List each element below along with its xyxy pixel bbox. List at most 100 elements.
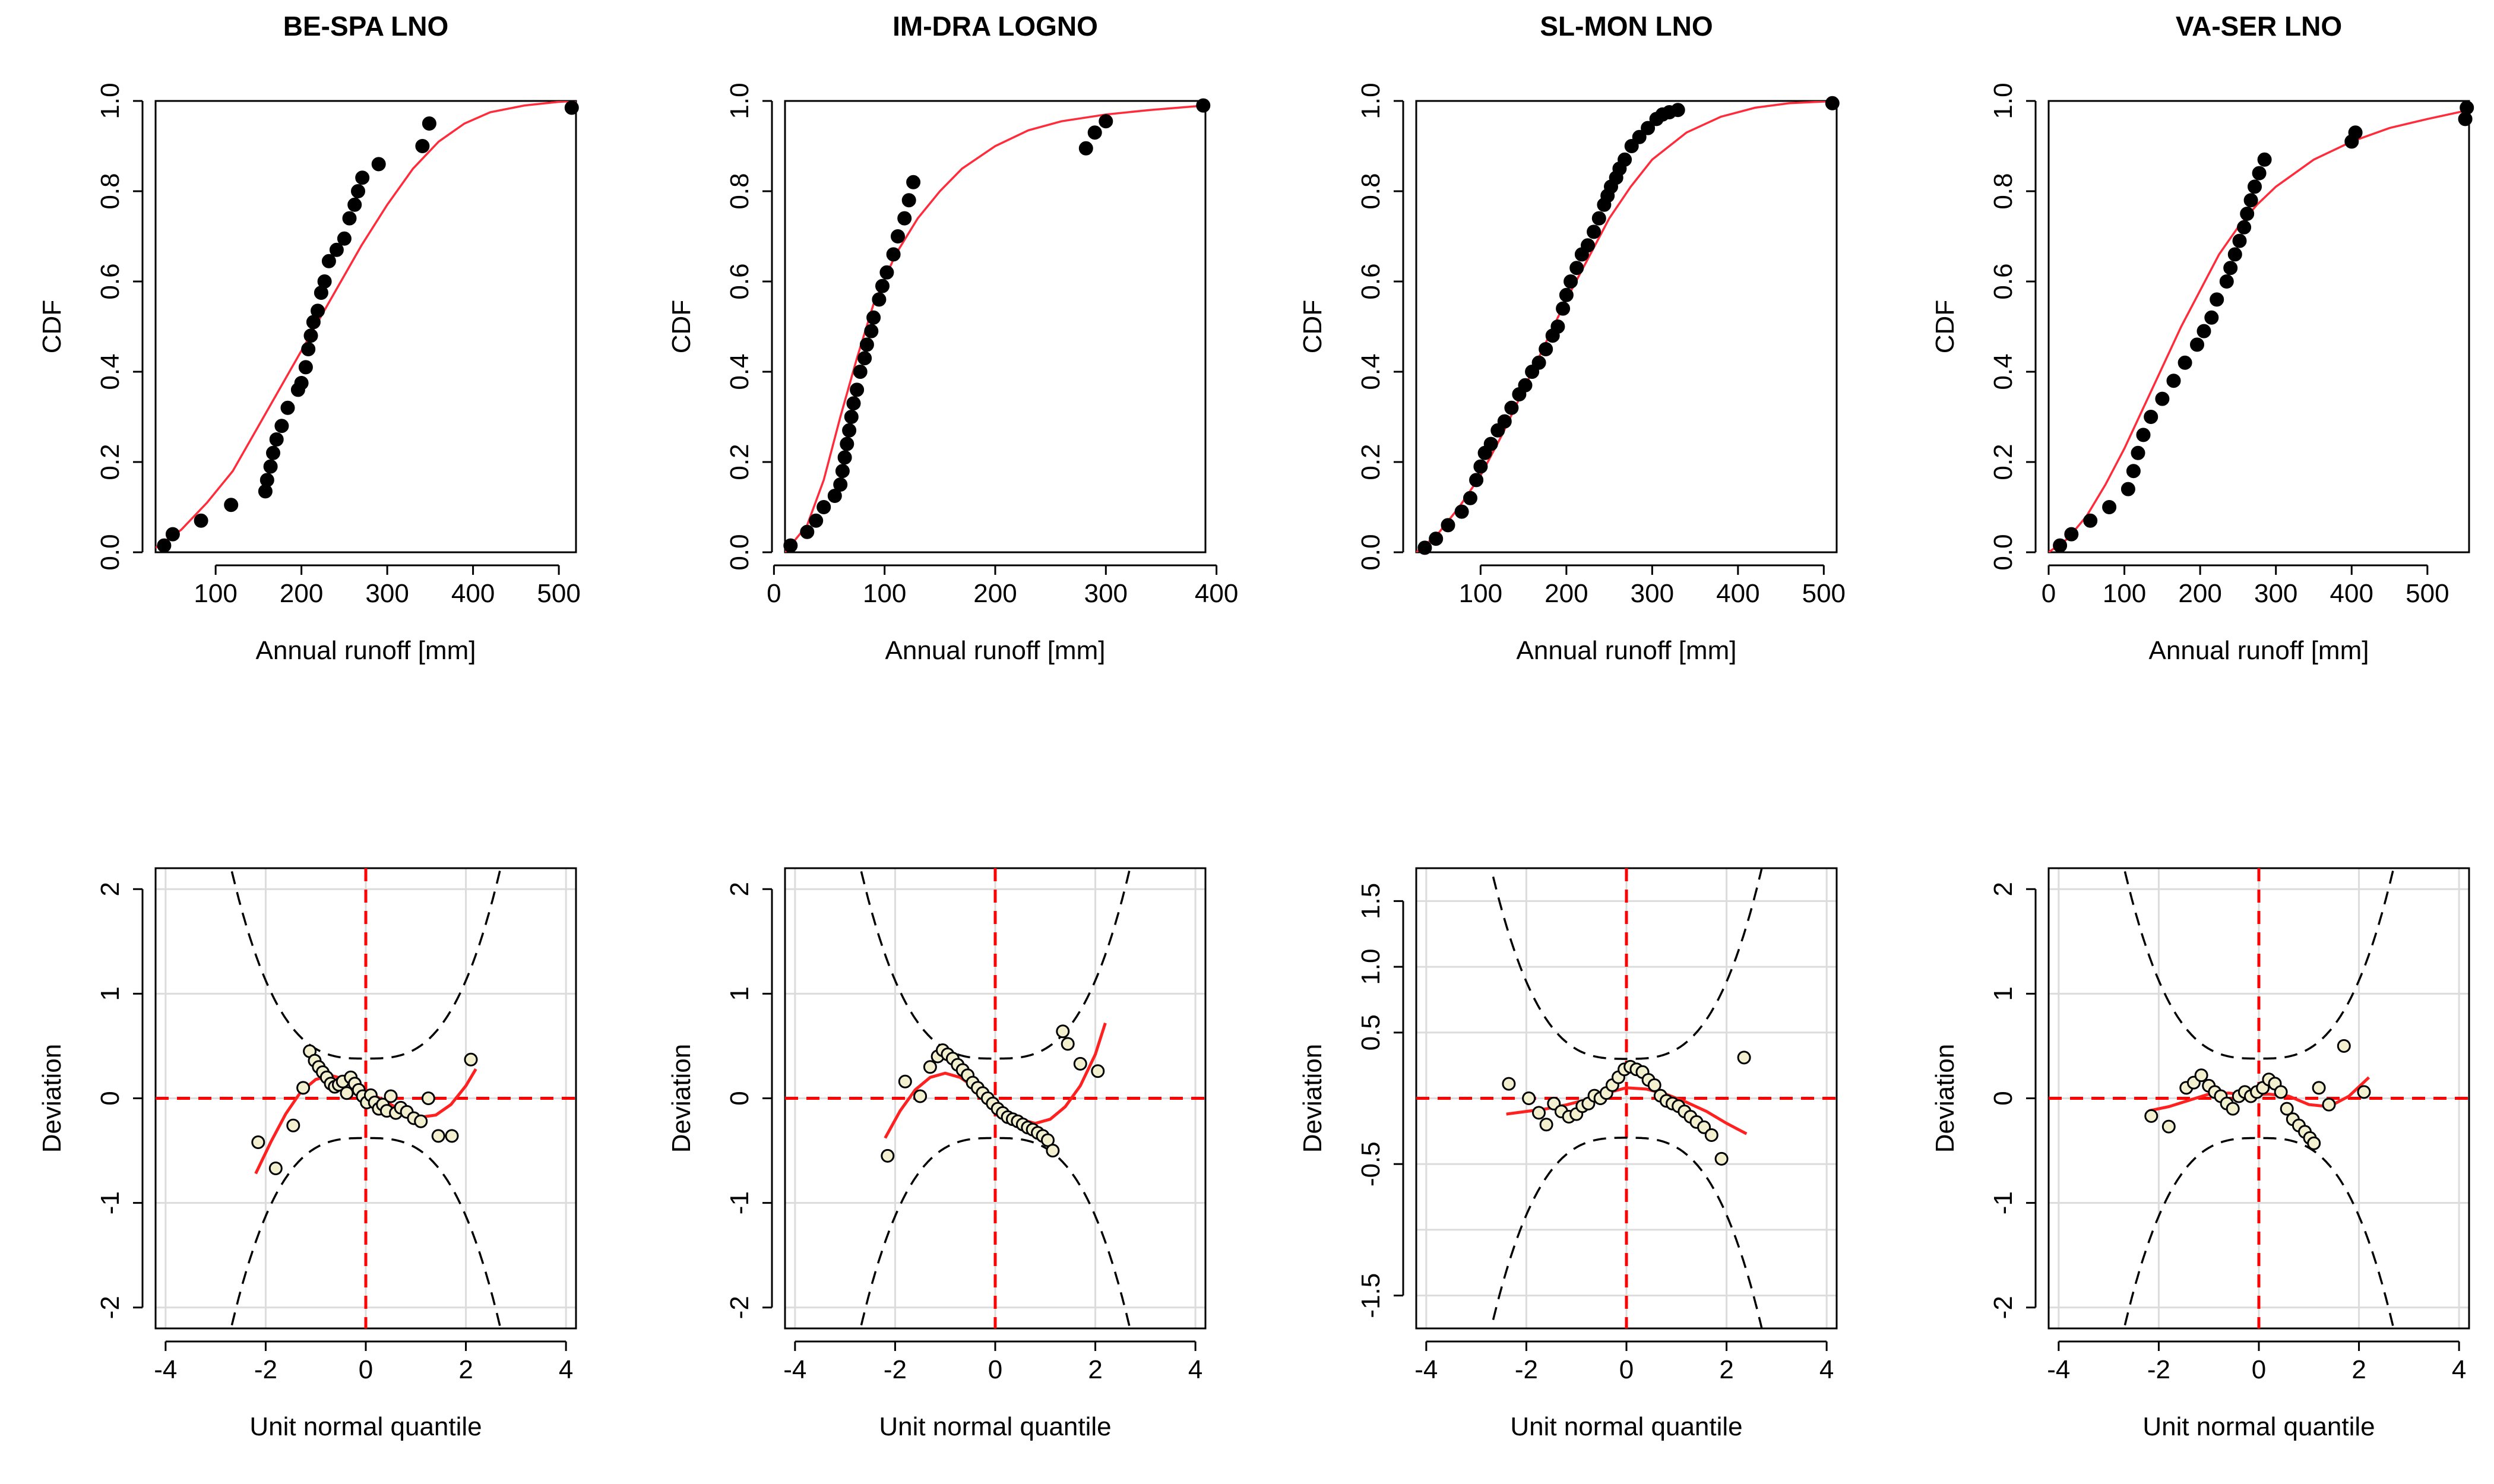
empirical-cdf-point — [2210, 292, 2224, 307]
deviation-point — [1532, 1106, 1546, 1120]
y-tick-label: 0 — [96, 1091, 125, 1105]
deviation-point — [1073, 1056, 1087, 1071]
empirical-cdf-point — [294, 376, 309, 390]
x-tick-label: 4 — [1188, 1355, 1202, 1384]
x-tick-label: 2 — [1719, 1355, 1733, 1384]
x-tick-label: 400 — [1195, 579, 1238, 608]
empirical-cdf-point — [1483, 436, 1498, 451]
empirical-cdf-point — [840, 436, 854, 451]
x-tick-label: 2 — [1088, 1355, 1102, 1384]
y-tick-label: 0.0 — [725, 534, 754, 570]
x-axis-label: Annual runoff [mm] — [256, 636, 476, 665]
panel-7: -4 -2 0 2 4 Unit normal quantile -1.5 -0.5 0.5 1.… — [1298, 867, 1838, 1441]
empirical-cdf-point — [783, 538, 798, 553]
deviation-point — [2161, 1119, 2176, 1134]
deviation-point — [881, 1148, 895, 1163]
upper-confidence-envelope — [2123, 868, 2395, 1060]
x-tick-label: 500 — [2406, 579, 2449, 608]
deviation-point — [913, 1089, 928, 1103]
x-tick-label: 0 — [359, 1355, 373, 1384]
empirical-cdf-point — [857, 351, 872, 366]
y-tick-label: 0.8 — [725, 173, 754, 209]
x-tick-label: 300 — [1631, 579, 1674, 608]
y-tick-label: -1 — [1989, 1191, 2018, 1214]
empirical-cdf-point — [342, 211, 357, 226]
panel-4: VA-SER LNO 0 100 200 300 400 500 Annual runoff … — [1930, 11, 2474, 665]
y-tick-label: 1 — [96, 986, 125, 1001]
x-tick-label: 200 — [973, 579, 1017, 608]
x-tick-label: 100 — [194, 579, 237, 608]
empirical-cdf-point — [2102, 500, 2117, 514]
deviation-point — [2357, 1085, 2371, 1099]
deviation-point — [1647, 1078, 1661, 1092]
smoothed-deviation-line — [1506, 1086, 1748, 1135]
panel-title: BE-SPA LNO — [283, 11, 449, 42]
x-tick-label: 100 — [1459, 579, 1502, 608]
empirical-cdf-point — [2219, 274, 2234, 289]
deviation-point — [2307, 1136, 2321, 1150]
empirical-cdf-point — [564, 100, 579, 115]
deviation-point — [445, 1129, 459, 1143]
x-axis-label: Unit normal quantile — [1510, 1412, 1742, 1441]
empirical-cdf-point — [1099, 114, 1113, 129]
panel-8: -4 -2 0 2 4 Unit normal quantile -2 -1 0 1 2 Deviat… — [1930, 867, 2470, 1441]
y-tick-label: 0.4 — [1989, 353, 2018, 390]
deviation-point — [1046, 1144, 1060, 1158]
empirical-cdf-point — [224, 498, 239, 512]
x-axis-label: Annual runoff [mm] — [2149, 636, 2369, 665]
empirical-cdf-point — [1670, 103, 1685, 118]
y-tick-label: 0.2 — [1989, 444, 2018, 480]
empirical-cdf-point — [2064, 527, 2079, 542]
x-tick-label: 500 — [1802, 579, 1846, 608]
empirical-cdf-point — [1429, 531, 1444, 546]
x-axis-label: Unit normal quantile — [249, 1412, 482, 1441]
y-tick-label: 2 — [725, 882, 754, 896]
plot-content — [156, 101, 576, 549]
x-tick-label: 0 — [1619, 1355, 1634, 1384]
y-tick-label: 0.2 — [1356, 444, 1385, 480]
x-tick-label: 400 — [1716, 579, 1759, 608]
y-tick-label: 2 — [1989, 882, 2018, 896]
deviation-point — [1714, 1151, 1729, 1166]
y-tick-label: 0.6 — [1356, 263, 1385, 299]
deviation-point — [1061, 1037, 1075, 1051]
empirical-cdf-point — [879, 265, 894, 280]
empirical-cdf-point — [2053, 538, 2068, 553]
lower-confidence-envelope — [859, 1137, 1131, 1328]
empirical-cdf-point — [1473, 459, 1488, 474]
y-tick-label: 1.0 — [96, 83, 125, 119]
empirical-cdf-point — [864, 324, 879, 338]
empirical-cdf-point — [891, 229, 905, 243]
empirical-cdf-point — [1078, 141, 1093, 156]
y-tick-label: 0.0 — [1356, 534, 1385, 570]
deviation-point — [2337, 1039, 2351, 1053]
empirical-cdf-point — [859, 337, 874, 352]
empirical-cdf-point — [816, 500, 831, 514]
panel-5: -4 -2 0 2 4 Unit normal quantile -2 -1 0 1 2 Deviat… — [37, 867, 577, 1441]
deviation-point — [2144, 1109, 2158, 1123]
x-axis-label: Annual runoff [mm] — [1517, 636, 1737, 665]
x-axis-label: Unit normal quantile — [2142, 1412, 2375, 1441]
empirical-cdf-point — [269, 432, 284, 447]
empirical-cdf-point — [157, 538, 172, 553]
empirical-cdf-point — [347, 197, 362, 212]
y-tick-label: 1 — [1989, 986, 2018, 1001]
y-axis-label: Deviation — [1930, 1044, 1960, 1153]
empirical-cdf-point — [2232, 233, 2247, 248]
deviation-point — [431, 1129, 445, 1143]
plot-frame — [784, 100, 1207, 553]
x-tick-label: 0 — [988, 1355, 1002, 1384]
x-tick-label: -4 — [2047, 1355, 2070, 1384]
x-tick-label: 300 — [2254, 579, 2297, 608]
empirical-cdf-point — [1539, 342, 1553, 356]
empirical-cdf-point — [371, 157, 386, 172]
y-tick-label: 0.8 — [1989, 173, 2018, 209]
empirical-cdf-point — [1641, 121, 1656, 135]
deviation-point — [1522, 1091, 1536, 1105]
empirical-cdf-point — [2227, 247, 2242, 262]
empirical-cdf-point — [2126, 464, 2141, 479]
empirical-cdf-point — [2144, 410, 2158, 424]
y-tick-label: 2 — [96, 882, 125, 896]
panel-title: VA-SER LNO — [2176, 11, 2342, 42]
y-tick-label: -1 — [725, 1191, 754, 1214]
